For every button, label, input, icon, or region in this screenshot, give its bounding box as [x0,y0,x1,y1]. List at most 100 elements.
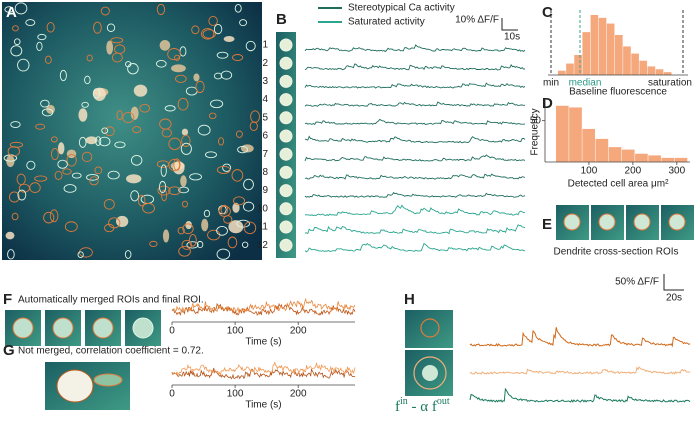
roi-outline [66,154,77,167]
bright-cell [56,369,94,403]
bright-cell [57,142,65,155]
bar [566,63,574,75]
trace [171,297,356,314]
row-number: 4 [262,94,268,105]
roi-outline [14,2,28,15]
legend-label: Stereotypical Ca activity [348,3,455,14]
panel-label: A [6,4,17,21]
x-axis-label: Baseline fluorescence [569,87,667,98]
roi-outline [95,136,102,147]
trace [304,242,526,253]
roi-outline [122,111,135,124]
roi-outline [180,142,192,155]
roi-outline [89,176,99,186]
bar [574,55,582,75]
roi-outline [78,136,87,148]
roi-outline [26,160,36,170]
roi-outline [208,112,217,119]
row-number: 12 [257,240,269,251]
formula-part: f [395,399,400,415]
roi-outline [182,223,194,235]
roi-outline [633,213,651,231]
roi-outline [11,212,19,221]
roi-outline [132,126,142,134]
formula-part: f [432,399,437,415]
roi-outline [43,211,55,224]
panel-title: Automatically merged ROIs and final ROI. [18,295,204,306]
roi-outline [29,182,41,193]
x-axis-label: Time (s) [245,337,281,348]
roi-outline [130,190,140,202]
roi-outline [57,159,68,169]
roi-outline [222,163,232,172]
caption: Dendrite cross-section ROIs [553,247,678,258]
roi-outline [157,185,171,196]
roi-outline [12,317,34,339]
roi-outline [177,97,189,111]
panel-label: G [3,342,15,359]
x-tick-label: 200 [290,326,307,337]
panel-label: D [542,95,553,112]
trace [469,387,691,403]
roi-outline [234,3,242,13]
trace [469,366,691,375]
roi-outline [63,184,77,193]
roi-outline [178,245,191,257]
roi-outline [81,101,89,108]
bar [647,66,656,75]
roi-outline [34,175,48,182]
trace [304,173,526,180]
cell-image [279,147,293,161]
trace [304,204,525,217]
roi-outline [668,213,686,231]
x-tick-label: 0 [169,389,175,400]
roi-outline [420,318,440,338]
roi-outline [201,28,215,40]
bar [590,15,599,75]
roi-outline [231,169,244,182]
roi-outline [161,128,172,138]
trace [304,63,526,71]
x-tick-label: 100 [227,389,244,400]
bright-cell [422,365,438,381]
roi-outline [156,3,166,16]
bar [631,53,639,75]
roi-outline [202,29,216,39]
scalebar-label: 10% ΔF/F [455,15,499,26]
bright-cell [106,40,114,55]
trace [304,154,526,162]
trace [304,82,526,89]
roi-outline [130,154,143,166]
roi-outline [236,219,250,228]
roi-outline [156,59,167,68]
bright-cell [162,229,170,243]
roi-outline [173,158,181,171]
y-axis-label: Frequency [530,108,541,155]
roi-outline [84,75,91,85]
bar [655,69,664,75]
roi-outline [245,40,256,52]
roi-outline [220,70,233,80]
roi-outline [59,69,67,82]
cell-image [279,111,293,125]
roi-outline [196,240,204,249]
roi-outline [62,168,72,175]
decoration [3,2,694,410]
roi-outline [233,196,246,206]
row-number: 11 [258,222,269,233]
bright-cell [115,215,129,227]
roi-outline [227,236,238,249]
scalebar [663,274,684,291]
roi-outline [37,33,47,41]
roi-outline [107,170,120,180]
roi-outline [137,194,146,207]
bar [661,157,675,162]
bright-cell [85,136,98,145]
bar [623,46,631,75]
roi-outline [160,164,167,177]
formula-part: - α [408,399,432,415]
row-number: 10 [257,203,269,214]
scalebar-label: 20s [666,293,682,304]
x-tick-label: 0 [169,326,175,337]
roi-outline [52,317,74,339]
